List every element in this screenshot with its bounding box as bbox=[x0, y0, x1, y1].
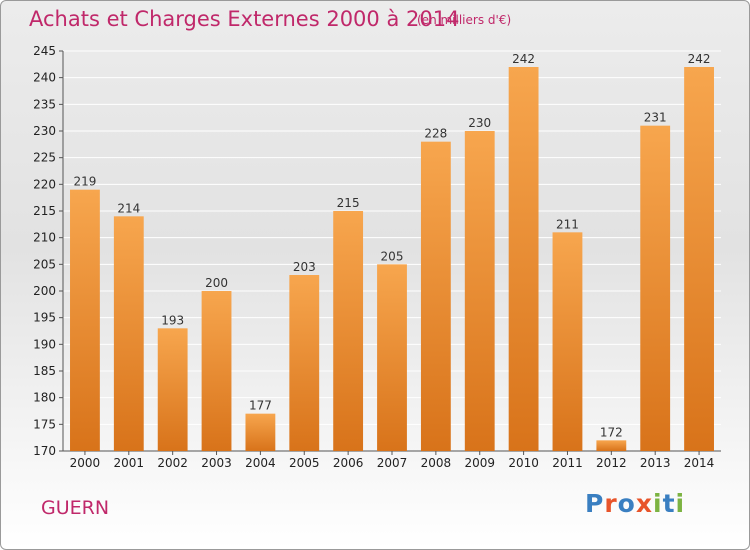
y-tick-label: 230 bbox=[33, 124, 56, 138]
y-tick-label: 240 bbox=[33, 71, 56, 85]
bar-2006 bbox=[333, 211, 364, 451]
proxiti-logo: Proxiti bbox=[585, 489, 685, 518]
y-tick-label: 180 bbox=[33, 391, 56, 405]
logo-letter: i bbox=[653, 489, 663, 518]
y-tick-label: 190 bbox=[33, 337, 56, 351]
bar-2001 bbox=[113, 216, 144, 451]
bar-2003 bbox=[201, 291, 232, 451]
bar-2005 bbox=[289, 275, 320, 451]
data-label-2014: 242 bbox=[688, 52, 711, 66]
chart-subtitle: (en milliers d'€) bbox=[417, 13, 512, 27]
y-tick-label: 235 bbox=[33, 97, 56, 111]
y-tick-label: 225 bbox=[33, 151, 56, 165]
y-tick-label: 195 bbox=[33, 311, 56, 325]
y-tick-label: 215 bbox=[33, 204, 56, 218]
chart-title: Achats et Charges Externes 2000 à 2014 bbox=[29, 7, 460, 31]
bar-2014 bbox=[684, 67, 714, 451]
bar-2002 bbox=[157, 328, 188, 451]
x-tick-label-2008: 2008 bbox=[421, 456, 452, 470]
data-label-2012: 172 bbox=[600, 425, 623, 439]
data-label-2003: 200 bbox=[205, 276, 228, 290]
x-tick-label-2006: 2006 bbox=[333, 456, 364, 470]
bar-2007 bbox=[377, 264, 407, 451]
commune-name: GUERN bbox=[41, 497, 110, 519]
data-label-2007: 205 bbox=[381, 249, 404, 263]
x-tick-label-2005: 2005 bbox=[289, 456, 320, 470]
bar-2013 bbox=[640, 125, 671, 452]
logo-letter: i bbox=[675, 489, 686, 518]
bar-2004 bbox=[245, 413, 276, 451]
bars bbox=[70, 67, 714, 452]
data-label-2001: 214 bbox=[117, 201, 140, 215]
data-label-2011: 211 bbox=[556, 217, 579, 231]
x-tick-label-2010: 2010 bbox=[508, 456, 539, 470]
data-label-2009: 230 bbox=[468, 116, 491, 130]
data-label-2006: 215 bbox=[337, 196, 360, 210]
y-tick-label: 175 bbox=[33, 417, 56, 431]
logo-letter: r bbox=[604, 489, 618, 518]
data-label-2002: 193 bbox=[161, 313, 184, 327]
y-tick-label: 205 bbox=[33, 257, 56, 271]
x-tick-label-2002: 2002 bbox=[157, 456, 188, 470]
y-tick-label: 210 bbox=[33, 231, 56, 245]
x-tick-label-2007: 2007 bbox=[377, 456, 408, 470]
y-tick-label: 200 bbox=[33, 284, 56, 298]
logo-letter: t bbox=[662, 489, 676, 518]
y-tick-label: 170 bbox=[33, 444, 56, 458]
bar-2000 bbox=[70, 189, 100, 451]
x-tick-label-2003: 2003 bbox=[201, 456, 232, 470]
x-tick-label-2000: 2000 bbox=[70, 456, 101, 470]
x-tick-label-2011: 2011 bbox=[552, 456, 583, 470]
data-label-2004: 177 bbox=[249, 399, 272, 413]
logo-letter: P bbox=[585, 489, 605, 518]
y-tick-label: 245 bbox=[33, 44, 56, 58]
data-label-2005: 203 bbox=[293, 260, 316, 274]
x-tick-label-2012: 2012 bbox=[596, 456, 627, 470]
bar-2011 bbox=[552, 232, 583, 451]
data-label-2013: 231 bbox=[644, 111, 667, 125]
bar-2010 bbox=[508, 67, 539, 451]
x-tick-label-2001: 2001 bbox=[114, 456, 145, 470]
bar-2012 bbox=[596, 440, 627, 451]
data-label-2008: 228 bbox=[424, 127, 447, 141]
bar-2008 bbox=[420, 141, 451, 451]
labels: 170 175 180 185 190 195 200 205 210 215 220 225 230 2… bbox=[33, 44, 714, 470]
y-tick-label: 220 bbox=[33, 177, 56, 191]
x-tick-label-2004: 2004 bbox=[245, 456, 276, 470]
data-label-2010: 242 bbox=[512, 52, 535, 66]
bar-2009 bbox=[464, 131, 495, 451]
y-tick-label: 185 bbox=[33, 364, 56, 378]
logo-letter: o bbox=[617, 489, 636, 518]
logo-letter: x bbox=[635, 489, 653, 518]
x-tick-label-2009: 2009 bbox=[464, 456, 495, 470]
data-label-2000: 219 bbox=[73, 175, 96, 189]
x-tick-label-2014: 2014 bbox=[684, 456, 715, 470]
x-tick-label-2013: 2013 bbox=[640, 456, 671, 470]
